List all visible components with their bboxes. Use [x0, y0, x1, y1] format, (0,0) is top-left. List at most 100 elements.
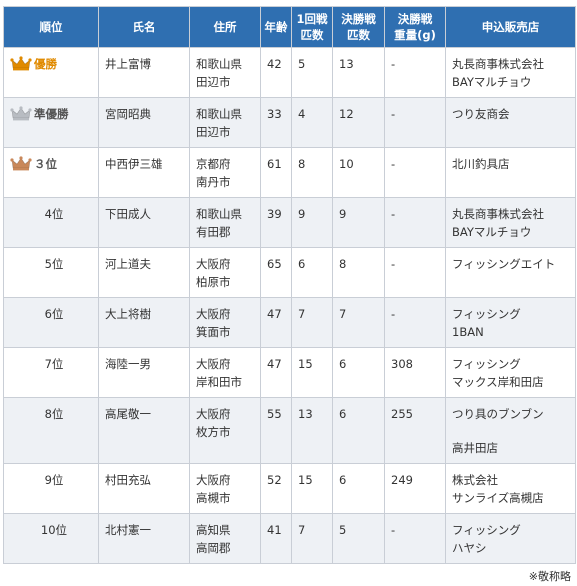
name-cell: 海陸一男: [98, 347, 190, 398]
final-count-cell: 6: [332, 347, 385, 398]
shop-line: 1BAN: [452, 325, 484, 339]
final-count-value: 10: [339, 157, 354, 171]
rank-cell: ３位: [3, 147, 99, 198]
name-cell: 宮岡昭典: [98, 97, 190, 148]
address-line: 大阪府: [196, 257, 231, 271]
round1-count-value: 7: [298, 523, 306, 537]
results-table: 順位 氏名 住所 年齢 1回戦 匹数 決勝戦 匹数 決勝戦 重量(g) 申込販売店 優勝 井上富博 和歌…: [3, 6, 576, 564]
honorifics-note: ※敬称略: [528, 570, 571, 583]
final-weight-value: -: [391, 257, 396, 271]
age-value: 41: [267, 523, 282, 537]
address-line: 柏原市: [196, 275, 231, 289]
name-cell: 村田充弘: [98, 463, 190, 514]
final-weight-cell: 249: [384, 463, 446, 514]
age-cell: 39: [260, 197, 292, 248]
column-header: 年齢: [260, 6, 292, 48]
shop-line: 高井田店: [452, 441, 498, 455]
table-row: 優勝 井上富博 和歌山県 田辺市 42 5 13 - 丸長商事株式会社 BAYマルチョウ: [3, 47, 576, 98]
age-value: 33: [267, 107, 282, 121]
final-count-value: 9: [339, 207, 347, 221]
rank-cell: 優勝: [3, 47, 99, 98]
name-cell: 井上富博: [98, 47, 190, 98]
final-weight-value: 308: [391, 357, 413, 371]
round1-count-cell: 15: [291, 347, 333, 398]
name-cell: 北村憲一: [98, 513, 190, 564]
address-cell: 大阪府 箕面市: [189, 297, 261, 348]
table-row: 4位 下田成人 和歌山県 有田郡 39 9 9 - 丸長商事株式会社 BAYマルチョウ: [3, 197, 576, 248]
address-line: 有田郡: [196, 225, 231, 239]
age-cell: 41: [260, 513, 292, 564]
shop-cell: 丸長商事株式会社 BAYマルチョウ: [445, 197, 576, 248]
final-count-value: 7: [339, 307, 347, 321]
address-line: 大阪府: [196, 473, 231, 487]
round1-count-cell: 8: [291, 147, 333, 198]
round1-count-value: 8: [298, 157, 306, 171]
participant-name: 井上富博: [105, 57, 151, 71]
round1-count-cell: 9: [291, 197, 333, 248]
column-header-text: 住所: [213, 20, 237, 34]
name-cell: 高尾敬一: [98, 397, 190, 464]
round1-count-value: 5: [298, 57, 306, 71]
address-cell: 和歌山県 有田郡: [189, 197, 261, 248]
final-weight-cell: -: [384, 147, 446, 198]
column-header-text: 申込販売店: [481, 20, 540, 34]
rank-label: 5位: [44, 257, 64, 271]
participant-name: 村田充弘: [105, 473, 151, 487]
final-count-cell: 10: [332, 147, 385, 198]
address-cell: 京都府 南丹市: [189, 147, 261, 198]
shop-line: サンライズ高槻店: [452, 491, 544, 505]
column-header: 1回戦 匹数: [291, 6, 333, 48]
table-header-row: 順位 氏名 住所 年齢 1回戦 匹数 決勝戦 匹数 決勝戦 重量(g) 申込販売店: [3, 6, 576, 48]
rank-label: 6位: [44, 307, 64, 321]
round1-count-cell: 7: [291, 513, 333, 564]
age-cell: 55: [260, 397, 292, 464]
table-row: 10位 北村憲一 高知県 高岡郡 41 7 5 - フィッシング ハヤシ: [3, 513, 576, 564]
shop-cell: 株式会社 サンライズ高槻店: [445, 463, 576, 514]
final-weight-value: -: [391, 523, 396, 537]
address-line: 大阪府: [196, 307, 231, 321]
shop-line: ハヤシ: [452, 541, 487, 555]
address-cell: 高知県 高岡郡: [189, 513, 261, 564]
address-line: 大阪府: [196, 407, 231, 421]
final-count-cell: 9: [332, 197, 385, 248]
final-count-value: 6: [339, 473, 347, 487]
table-body: 優勝 井上富博 和歌山県 田辺市 42 5 13- 丸長商事株式会社 BAYマルチョウ 準優勝 宮岡…: [3, 47, 576, 564]
rank-cell: 9位: [3, 463, 99, 514]
address-line: 高槻市: [196, 491, 231, 505]
round1-count-value: 9: [298, 207, 306, 221]
final-count-value: 5: [339, 523, 347, 537]
rank-cell: 準優勝: [3, 97, 99, 148]
address-line: 大阪府: [196, 357, 231, 371]
column-header-text: 決勝戦: [341, 12, 376, 26]
shop-line: 北川釣具店: [452, 157, 510, 171]
shop-cell: フィッシング マックス岸和田店: [445, 347, 576, 398]
participant-name: 河上道夫: [105, 257, 151, 271]
final-weight-value: 249: [391, 473, 413, 487]
bronze-crown-icon: [10, 156, 32, 171]
shop-line: マックス岸和田店: [452, 375, 544, 389]
round1-count-value: 15: [298, 473, 313, 487]
table-row: 8位 高尾敬一 大阪府 枚方市 55 13 6 255 つり具のブンブン 高井田店: [3, 397, 576, 464]
table-row: 9位 村田充弘 大阪府 高槻市 52 15 6 249 株式会社 サンライズ高槻店: [3, 463, 576, 514]
final-weight-value: -: [391, 307, 396, 321]
rank-cell: 7位: [3, 347, 99, 398]
final-count-value: 12: [339, 107, 354, 121]
final-count-value: 8: [339, 257, 347, 271]
participant-name: 中西伊三雄: [105, 157, 163, 171]
round1-count-cell: 6: [291, 247, 333, 298]
participant-name: 大上将樹: [105, 307, 151, 321]
participant-name: 宮岡昭典: [105, 107, 151, 121]
rank-cell: 8位: [3, 397, 99, 464]
final-weight-cell: -: [384, 513, 446, 564]
name-cell: 大上将樹: [98, 297, 190, 348]
final-count-value: 6: [339, 407, 347, 421]
column-header-text: 順位: [39, 20, 63, 34]
final-count-value: 6: [339, 357, 347, 371]
age-value: 39: [267, 207, 282, 221]
rank-label: 4位: [44, 207, 64, 221]
age-value: 42: [267, 57, 282, 71]
address-cell: 大阪府 高槻市: [189, 463, 261, 514]
final-count-cell: 12: [332, 97, 385, 148]
final-count-cell: 5: [332, 513, 385, 564]
column-header-text: 氏名: [132, 20, 156, 34]
